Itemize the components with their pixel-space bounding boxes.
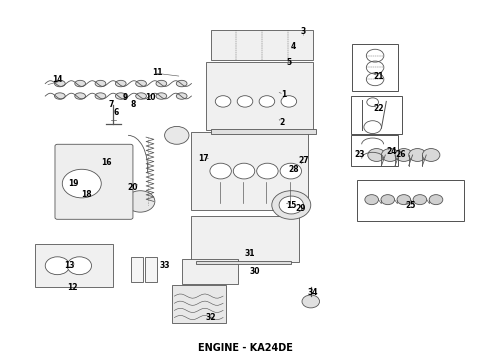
Text: 16: 16	[101, 158, 111, 167]
Text: 34: 34	[308, 288, 319, 297]
Text: 15: 15	[286, 201, 296, 210]
Ellipse shape	[136, 93, 147, 99]
Circle shape	[413, 195, 427, 204]
FancyBboxPatch shape	[35, 244, 114, 287]
FancyBboxPatch shape	[145, 257, 157, 282]
Text: 31: 31	[245, 249, 255, 258]
Text: 22: 22	[374, 104, 384, 113]
FancyBboxPatch shape	[55, 144, 133, 219]
Text: 6: 6	[113, 108, 119, 117]
Ellipse shape	[136, 80, 147, 87]
Circle shape	[281, 96, 296, 107]
Circle shape	[233, 163, 255, 179]
Circle shape	[422, 149, 440, 161]
Text: 14: 14	[52, 76, 63, 85]
Text: 10: 10	[145, 93, 155, 102]
FancyBboxPatch shape	[192, 216, 298, 262]
Text: 25: 25	[405, 201, 416, 210]
FancyBboxPatch shape	[211, 129, 316, 134]
Text: 30: 30	[249, 267, 260, 276]
Text: 28: 28	[289, 165, 299, 174]
Ellipse shape	[156, 80, 167, 87]
Text: 33: 33	[159, 261, 170, 270]
Ellipse shape	[75, 80, 86, 87]
Text: 17: 17	[198, 154, 209, 163]
Text: 18: 18	[81, 190, 92, 199]
Circle shape	[368, 149, 385, 161]
Ellipse shape	[95, 93, 106, 99]
Ellipse shape	[176, 93, 187, 99]
FancyBboxPatch shape	[196, 261, 291, 264]
Text: 4: 4	[291, 41, 296, 50]
Circle shape	[302, 295, 319, 308]
Text: 12: 12	[67, 283, 77, 292]
Circle shape	[257, 163, 278, 179]
Text: 11: 11	[152, 68, 163, 77]
FancyBboxPatch shape	[206, 62, 313, 130]
FancyBboxPatch shape	[182, 258, 238, 284]
Ellipse shape	[54, 80, 65, 87]
Circle shape	[62, 169, 101, 198]
Ellipse shape	[75, 93, 86, 99]
Text: 26: 26	[395, 150, 406, 159]
FancyBboxPatch shape	[192, 132, 308, 210]
Text: 29: 29	[296, 204, 306, 213]
Circle shape	[125, 191, 155, 212]
Circle shape	[381, 195, 394, 204]
Text: 32: 32	[206, 313, 216, 322]
Circle shape	[210, 163, 231, 179]
Circle shape	[45, 257, 70, 275]
Ellipse shape	[54, 93, 65, 99]
Text: 2: 2	[279, 118, 284, 127]
Text: 9: 9	[123, 93, 128, 102]
Circle shape	[381, 149, 399, 161]
Circle shape	[409, 149, 426, 161]
Ellipse shape	[156, 93, 167, 99]
Text: 3: 3	[301, 27, 306, 36]
Circle shape	[397, 195, 411, 204]
Circle shape	[365, 195, 378, 204]
Circle shape	[429, 195, 443, 204]
Text: ENGINE - KA24DE: ENGINE - KA24DE	[197, 343, 293, 353]
Ellipse shape	[176, 80, 187, 87]
Circle shape	[67, 257, 92, 275]
Circle shape	[280, 163, 301, 179]
Text: 19: 19	[68, 179, 79, 188]
Ellipse shape	[116, 93, 126, 99]
Ellipse shape	[95, 80, 106, 87]
Circle shape	[237, 96, 253, 107]
FancyBboxPatch shape	[130, 257, 143, 282]
Text: 5: 5	[286, 58, 292, 67]
Text: 13: 13	[64, 261, 75, 270]
Circle shape	[272, 191, 311, 219]
Text: 7: 7	[108, 100, 114, 109]
Text: 8: 8	[130, 100, 136, 109]
Text: 27: 27	[298, 156, 309, 165]
FancyBboxPatch shape	[172, 285, 225, 323]
Text: 1: 1	[281, 90, 287, 99]
Circle shape	[165, 126, 189, 144]
Circle shape	[259, 96, 275, 107]
Text: 20: 20	[128, 183, 138, 192]
Circle shape	[395, 149, 413, 161]
FancyBboxPatch shape	[211, 30, 313, 60]
Circle shape	[215, 96, 231, 107]
Ellipse shape	[116, 80, 126, 87]
Text: 23: 23	[354, 150, 365, 159]
Text: 21: 21	[374, 72, 384, 81]
Text: 24: 24	[386, 147, 396, 156]
Circle shape	[279, 196, 303, 214]
